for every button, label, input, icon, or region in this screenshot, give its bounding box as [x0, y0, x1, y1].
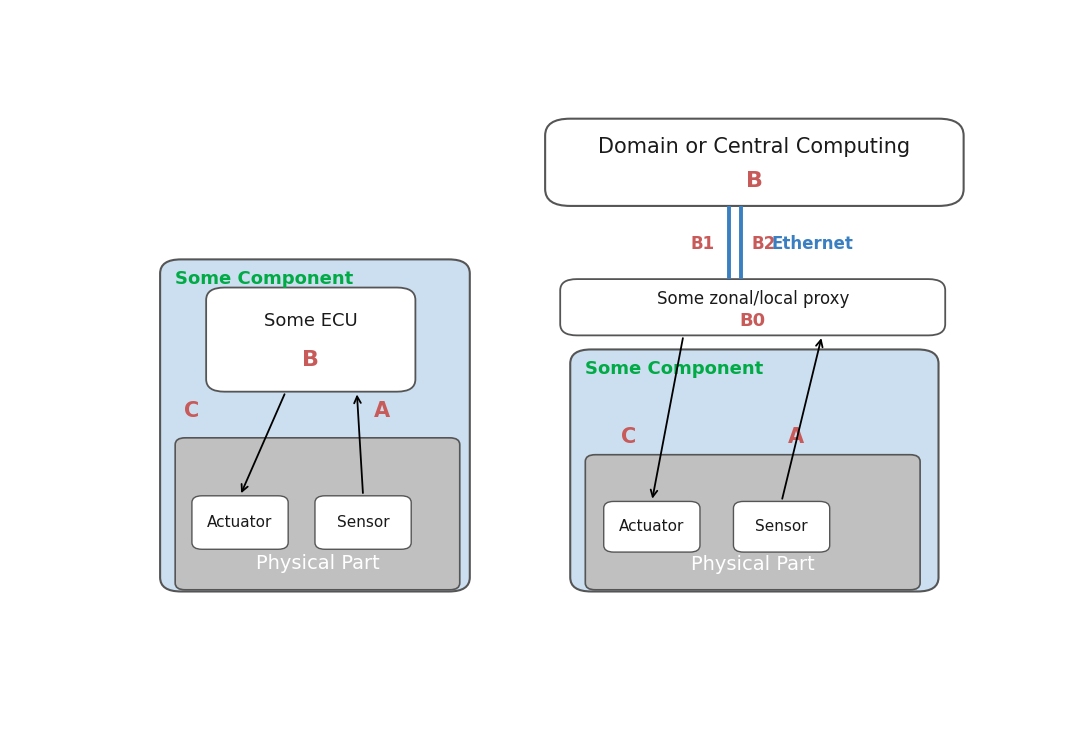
Text: Some ECU: Some ECU — [264, 312, 357, 330]
Text: Some zonal/local proxy: Some zonal/local proxy — [657, 289, 849, 308]
Text: Sensor: Sensor — [755, 519, 808, 534]
Text: A: A — [374, 401, 390, 421]
Text: Some Component: Some Component — [175, 270, 353, 287]
Text: Actuator: Actuator — [207, 515, 273, 530]
FancyBboxPatch shape — [206, 287, 416, 392]
Text: Physical Part: Physical Part — [256, 554, 379, 573]
Text: Some Component: Some Component — [585, 360, 764, 378]
Text: Actuator: Actuator — [619, 519, 685, 534]
Text: B: B — [302, 350, 320, 371]
FancyBboxPatch shape — [733, 501, 829, 552]
Text: B0: B0 — [740, 312, 766, 330]
FancyBboxPatch shape — [192, 496, 288, 549]
Text: A: A — [788, 427, 805, 447]
Text: B: B — [746, 172, 762, 192]
FancyBboxPatch shape — [570, 349, 939, 591]
FancyBboxPatch shape — [160, 260, 470, 591]
FancyBboxPatch shape — [604, 501, 700, 552]
Text: Ethernet: Ethernet — [771, 235, 853, 253]
Text: B1: B1 — [690, 235, 714, 253]
Text: B2: B2 — [752, 235, 777, 253]
FancyBboxPatch shape — [545, 118, 963, 206]
FancyBboxPatch shape — [175, 438, 460, 590]
Text: C: C — [621, 427, 636, 447]
Text: Physical Part: Physical Part — [691, 555, 814, 574]
Text: Domain or Central Computing: Domain or Central Computing — [598, 137, 910, 156]
FancyBboxPatch shape — [561, 279, 945, 336]
Text: Sensor: Sensor — [337, 515, 390, 530]
FancyBboxPatch shape — [315, 496, 411, 549]
Text: C: C — [185, 401, 200, 421]
FancyBboxPatch shape — [585, 455, 920, 590]
